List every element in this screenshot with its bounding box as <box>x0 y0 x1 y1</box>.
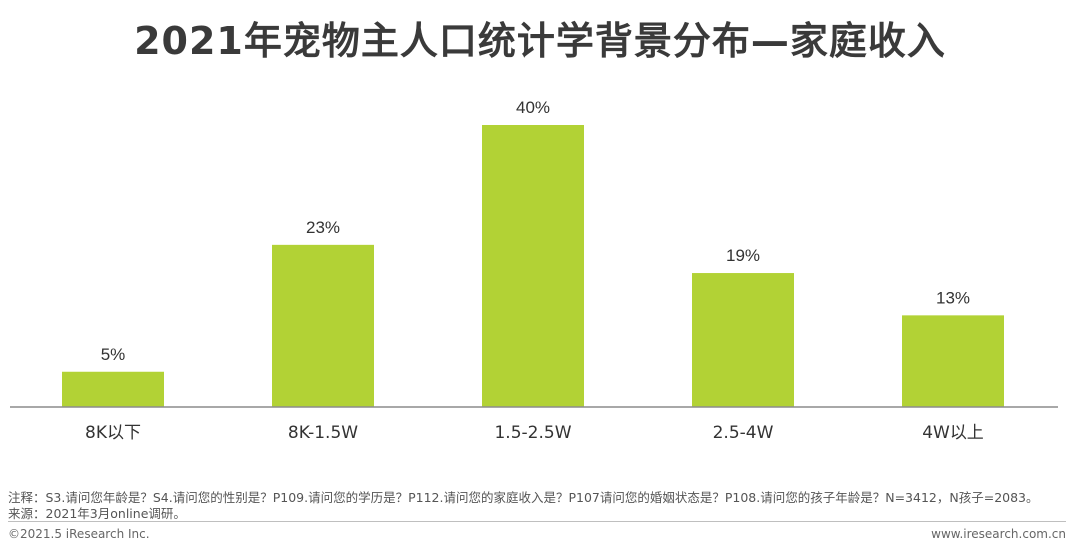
bar-2 <box>272 244 374 407</box>
chart-notes: 注释：S3.请问您年龄是？S4.请问您的性别是？P109.请问您的学历是？P11… <box>8 490 1039 505</box>
value-labels-group: 5% 23% 40% 19% 13% <box>101 98 970 364</box>
category-label-1: 8K以下 <box>85 423 141 443</box>
value-label-1: 5% <box>101 345 126 364</box>
chart-source: 来源：2021年3月online调研。 <box>8 506 186 521</box>
footer-divider <box>8 521 1066 522</box>
bar-4 <box>692 273 794 407</box>
category-labels-group: 8K以下 8K-1.5W 1.5-2.5W 2.5-4W 4W以上 <box>85 423 984 443</box>
chart-title: 2021年宠物主人口统计学背景分布—家庭收入 <box>134 19 946 63</box>
bar-3 <box>482 125 584 407</box>
footer-website: www.iresearch.com.cn <box>931 527 1066 541</box>
bar-5 <box>902 315 1004 407</box>
value-label-5: 13% <box>936 288 970 307</box>
value-label-3: 40% <box>516 98 550 117</box>
bar-chart: 5% 23% 40% 19% 13% 8K以下 8K-1.5W 1.5-2.5W 2.5-4W… <box>10 98 1058 443</box>
value-label-2: 23% <box>306 218 340 237</box>
category-label-5: 4W以上 <box>922 423 984 443</box>
category-label-3: 1.5-2.5W <box>494 423 571 443</box>
category-label-2: 8K-1.5W <box>288 423 358 443</box>
value-label-4: 19% <box>726 246 760 265</box>
category-label-4: 2.5-4W <box>713 423 774 443</box>
bars-group <box>62 125 1004 407</box>
footer-copyright: ©2021.5 iResearch Inc. <box>8 527 150 541</box>
bar-1 <box>62 371 164 407</box>
